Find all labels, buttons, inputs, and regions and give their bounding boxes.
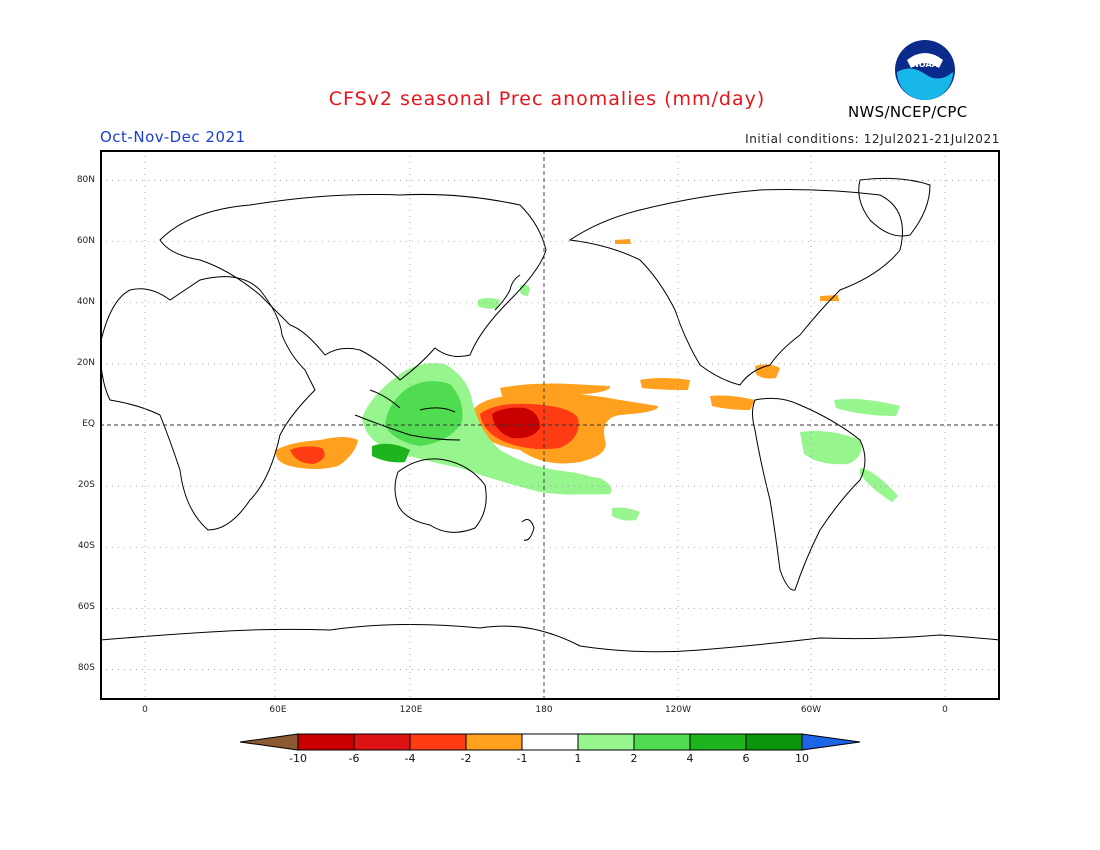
- colorbar-label: 4: [686, 752, 694, 765]
- anomaly-shading: [275, 239, 900, 521]
- colorbar-segment: [465, 733, 523, 751]
- coastlines: [100, 177, 1000, 653]
- graticule: [100, 150, 1000, 700]
- colorbar-label: 6: [742, 752, 750, 765]
- logo-text: NOAA: [912, 60, 938, 69]
- lon-label: 60W: [800, 705, 822, 715]
- dry-anomaly-east-pacific: [640, 378, 690, 390]
- australia-outline: [394, 458, 487, 533]
- dry-anomaly-indian-core: [290, 446, 325, 464]
- lon-label: 0: [942, 705, 948, 715]
- colorbar-label: 2: [630, 752, 638, 765]
- colorbar-end-high: [801, 733, 861, 751]
- wet-anomaly-south-pacific-2: [612, 507, 640, 521]
- dry-anomaly-pacific-band: [500, 383, 611, 397]
- lon-label: 180: [535, 705, 553, 715]
- japan-outline: [494, 274, 521, 311]
- south-america-outline: [752, 397, 866, 591]
- precip-map: [100, 150, 1000, 700]
- wet-anomaly-north-pacific-2: [520, 284, 530, 296]
- north-america-outline: [568, 189, 903, 386]
- wet-anomaly-south-america: [800, 431, 862, 465]
- lat-label: 20S: [77, 480, 95, 490]
- colorbar-segment: [409, 733, 467, 751]
- colorbar-segment: [577, 733, 635, 751]
- dry-anomaly-caribbean: [755, 364, 780, 379]
- initial-conditions-label: Initial conditions: 12Jul2021-21Jul2021: [745, 132, 1000, 146]
- map-frame: [100, 150, 1000, 700]
- lon-label: 120W: [664, 705, 692, 715]
- colorbar: [240, 733, 861, 751]
- new-zealand-outline: [521, 519, 535, 541]
- lat-label: EQ: [82, 419, 95, 429]
- lon-label: 60E: [269, 705, 287, 715]
- wet-anomaly-north-pacific: [478, 298, 500, 309]
- lat-label: 60N: [76, 236, 95, 246]
- lat-label: 60S: [77, 602, 95, 612]
- noaa-logo: NOAA: [895, 40, 955, 100]
- colorbar-segment: [745, 733, 803, 751]
- dry-anomaly-pacific-core: [492, 407, 540, 439]
- agency-label: NWS/NCEP/CPC: [848, 103, 968, 121]
- wet-anomaly-brazil: [860, 468, 898, 502]
- lat-label: 40S: [77, 541, 95, 551]
- colorbar-segment: [633, 733, 691, 751]
- colorbar-label: -1: [516, 752, 528, 765]
- wet-anomaly-south-pacific-spcz: [530, 474, 612, 495]
- wet-anomaly-maritime-dark: [372, 443, 410, 463]
- colorbar-label: 10: [795, 752, 809, 765]
- dry-anomaly-north-atlantic: [820, 295, 839, 301]
- lat-label: 80N: [76, 175, 95, 185]
- colorbar-label: -2: [460, 752, 472, 765]
- chart-title: CFSv2 seasonal Prec anomalies (mm/day): [328, 88, 766, 110]
- colorbar-label: -4: [404, 752, 416, 765]
- reference-lines: [100, 150, 1000, 700]
- eurasia-outline: [159, 193, 547, 381]
- indonesia-outline: [354, 389, 461, 441]
- lat-label: 80S: [77, 663, 95, 673]
- dry-anomaly-mexico-coast: [710, 395, 755, 410]
- africa-europe-outline: [100, 276, 316, 531]
- greenland-outline: [858, 177, 931, 237]
- wet-anomaly-atlantic: [834, 398, 900, 416]
- wet-anomaly-maritime-mid: [385, 381, 463, 446]
- colorbar-label: 1: [574, 752, 582, 765]
- colorbar-label: -6: [348, 752, 360, 765]
- lat-label: 20N: [76, 358, 95, 368]
- colorbar-segment: [353, 733, 411, 751]
- lon-label: 120E: [399, 705, 423, 715]
- antarctica-outline: [100, 623, 1000, 653]
- colorbar-label: -10: [289, 752, 307, 765]
- lon-label: 0: [142, 705, 148, 715]
- colorbar-segment: [689, 733, 747, 751]
- lat-label: 40N: [76, 297, 95, 307]
- colorbar-segment: [297, 733, 355, 751]
- colorbar-end-low: [240, 733, 299, 751]
- season-label: Oct-Nov-Dec 2021: [100, 128, 246, 146]
- colorbar-segment: [521, 733, 579, 751]
